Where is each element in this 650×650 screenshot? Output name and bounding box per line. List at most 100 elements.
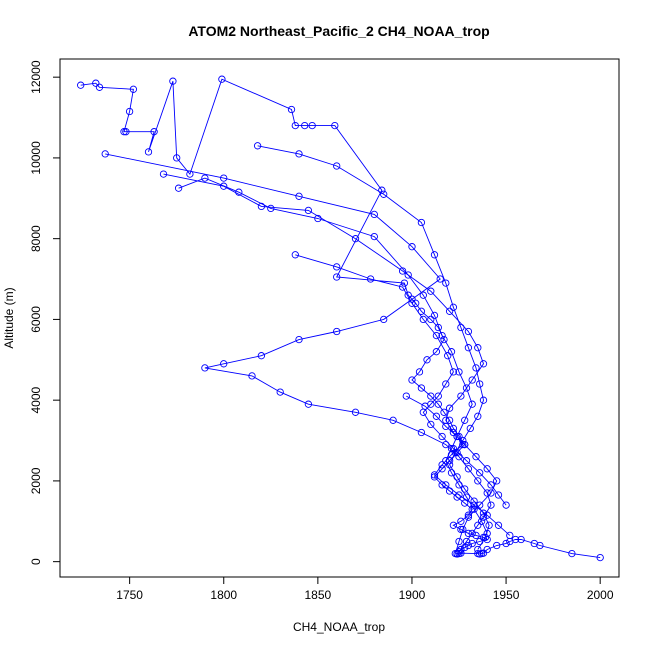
series-line-5 — [295, 254, 507, 506]
data-point — [120, 128, 128, 136]
data-point — [445, 416, 454, 424]
data-point — [444, 352, 452, 360]
y-axis: 0 2000 4000 6000 8000 10000 12000 — [29, 60, 61, 565]
data-point — [493, 541, 501, 550]
data-point — [380, 315, 388, 324]
data-point — [470, 505, 478, 513]
data-point — [398, 283, 407, 291]
data-point — [487, 481, 495, 489]
data-point — [474, 477, 482, 485]
data-point — [476, 469, 484, 477]
data-point — [220, 182, 228, 190]
data-point — [351, 235, 360, 243]
data-point — [568, 549, 576, 558]
data-point — [415, 368, 424, 376]
data-point — [314, 214, 322, 223]
data-point — [144, 148, 153, 156]
chart-title: ATOM2 Northeast_Pacific_2 CH4_NOAA_trop — [188, 23, 489, 39]
data-point — [291, 121, 299, 130]
y-tick-label: 0 — [29, 558, 43, 565]
data-point — [287, 105, 296, 114]
data-point — [502, 501, 510, 509]
data-point — [449, 303, 458, 311]
data-point — [474, 521, 482, 529]
data-point — [370, 210, 378, 219]
data-point — [455, 537, 463, 546]
series-line-1 — [105, 153, 492, 550]
data-point — [455, 481, 463, 489]
data-point — [461, 416, 469, 424]
data-point — [432, 331, 441, 340]
data-point — [449, 368, 458, 376]
data-point — [253, 142, 262, 150]
y-tick-label: 6000 — [29, 306, 43, 333]
data-point — [464, 541, 473, 550]
data-point — [442, 440, 450, 449]
data-point — [169, 77, 177, 85]
data-point — [459, 525, 467, 534]
series-line-0 — [80, 78, 601, 559]
data-point — [125, 107, 134, 116]
x-tick-label: 1950 — [493, 588, 520, 602]
data-point — [493, 477, 501, 485]
data-point — [423, 356, 431, 364]
data-point — [479, 396, 488, 404]
data-point — [351, 408, 360, 416]
plot-frame — [59, 58, 620, 578]
data-point — [464, 344, 473, 352]
data-point — [476, 380, 484, 388]
data-point — [455, 547, 463, 556]
data-point — [453, 432, 461, 441]
data-point — [479, 549, 488, 557]
data-point — [445, 307, 454, 315]
data-point — [449, 424, 458, 433]
x-tick-label: 1850 — [305, 588, 332, 602]
data-point — [438, 465, 446, 473]
data-point — [442, 380, 450, 388]
x-tick-label: 1800 — [210, 588, 237, 602]
data-point — [331, 121, 339, 130]
data-point — [447, 451, 456, 459]
data-point — [506, 531, 514, 540]
data-point — [464, 327, 473, 336]
data-point — [427, 420, 435, 429]
data-point — [427, 392, 435, 400]
data-point — [427, 315, 435, 324]
data-point — [438, 461, 446, 469]
data-point — [472, 453, 480, 461]
data-point — [417, 428, 426, 437]
data-point — [436, 275, 444, 283]
data-point — [432, 348, 441, 356]
data-point — [220, 174, 228, 182]
y-tick-label: 4000 — [29, 386, 43, 413]
data-point — [483, 545, 491, 554]
x-axis-label: CH4_NOAA_trop — [293, 620, 385, 634]
data-point — [462, 457, 471, 465]
data-point — [440, 335, 448, 344]
data-point — [438, 481, 446, 489]
data-point — [453, 473, 461, 481]
data-point — [301, 121, 309, 130]
data-point — [470, 501, 478, 509]
data-point — [536, 541, 544, 550]
series-line-4 — [178, 177, 488, 534]
data-point — [464, 511, 473, 519]
data-point — [494, 491, 503, 499]
data-point — [464, 465, 473, 473]
data-point — [468, 400, 476, 408]
y-tick-label: 2000 — [29, 467, 43, 494]
data-point — [333, 273, 341, 281]
data-point — [173, 154, 181, 162]
data-point — [257, 202, 266, 211]
data-point — [474, 545, 482, 554]
series-line-2 — [163, 173, 498, 554]
data-point — [479, 509, 488, 517]
data-point — [459, 436, 467, 445]
data-point — [445, 487, 454, 495]
data-point — [408, 243, 416, 251]
data-point — [511, 535, 520, 544]
data-point — [304, 206, 313, 215]
data-point — [468, 529, 476, 538]
data-point — [333, 327, 341, 336]
